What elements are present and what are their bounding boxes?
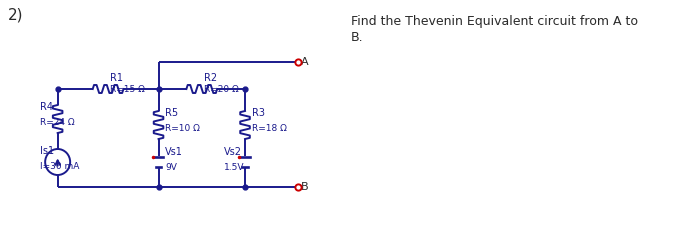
- Text: R1: R1: [110, 73, 123, 83]
- Text: R4: R4: [41, 102, 53, 112]
- Text: A: A: [301, 57, 309, 67]
- Text: Vs1: Vs1: [165, 147, 183, 157]
- Text: R=20 Ω: R=20 Ω: [204, 85, 239, 94]
- Text: R5: R5: [165, 108, 178, 118]
- Text: Vs2: Vs2: [224, 147, 242, 157]
- Text: B: B: [301, 182, 309, 192]
- Text: R3: R3: [252, 108, 265, 118]
- Text: R=15 Ω: R=15 Ω: [110, 85, 145, 94]
- Text: R=10 Ω: R=10 Ω: [165, 124, 200, 133]
- Text: R=18 Ω: R=18 Ω: [252, 124, 286, 133]
- Text: I=30 mA: I=30 mA: [41, 162, 80, 171]
- Text: B.: B.: [351, 31, 363, 44]
- Text: 2): 2): [8, 7, 23, 22]
- Text: 9V: 9V: [165, 163, 177, 172]
- Text: R=24 Ω: R=24 Ω: [41, 118, 75, 127]
- Text: Find the Thevenin Equivalent circuit from A to: Find the Thevenin Equivalent circuit fro…: [351, 15, 638, 28]
- Text: 1.5V: 1.5V: [224, 163, 244, 172]
- Text: R2: R2: [204, 73, 217, 83]
- Text: Is1: Is1: [41, 146, 55, 156]
